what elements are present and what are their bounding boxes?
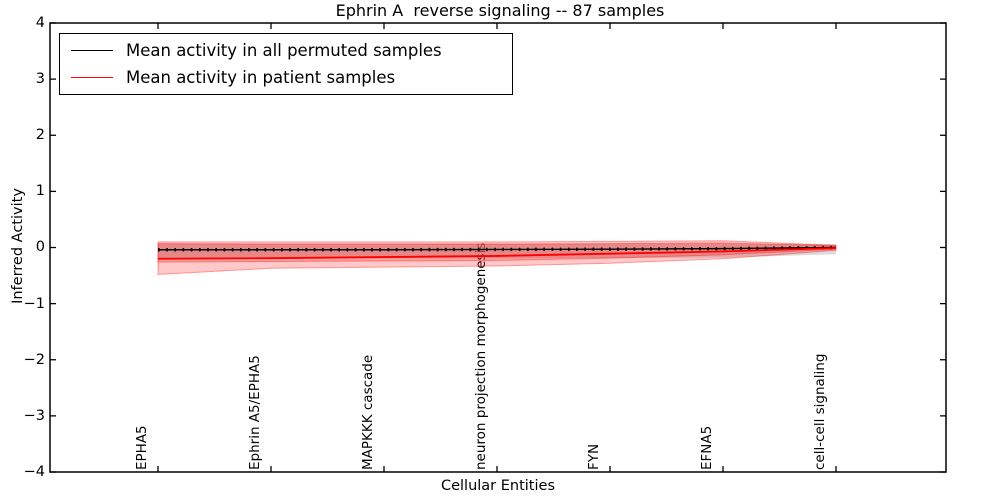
ytick-label-m2: −2: [23, 352, 45, 368]
red-line-swatch-icon: [71, 77, 113, 78]
chart-title: Ephrin A reverse signaling -- 87 samples: [335, 1, 665, 20]
legend-box: Mean activity in all permuted samples Me…: [59, 33, 513, 95]
ytick-label-m3: −3: [23, 408, 45, 424]
legend-entry-patient: Mean activity in patient samples: [60, 64, 512, 91]
series-line-permuted: [158, 246, 837, 251]
ytick-label-3: 3: [35, 71, 45, 87]
series-line-patient: [157, 247, 837, 260]
ytick-label-m4: −4: [23, 464, 45, 480]
ytick-label-2: 2: [35, 127, 45, 143]
legend-label-patient: Mean activity in patient samples: [126, 68, 396, 87]
ytick-label-4: 4: [35, 15, 45, 31]
ytick-label-m1: −1: [23, 296, 45, 312]
legend-label-permuted: Mean activity in all permuted samples: [126, 41, 442, 60]
ytick-label-1: 1: [35, 183, 45, 199]
x-axis-label: Cellular Entities: [440, 478, 556, 494]
patient-samples-std-inner-band: [157, 242, 837, 263]
black-line-swatch-icon: [71, 50, 113, 51]
ytick-label-0: 0: [35, 239, 45, 255]
legend-entry-permuted: Mean activity in all permuted samples: [60, 37, 512, 64]
